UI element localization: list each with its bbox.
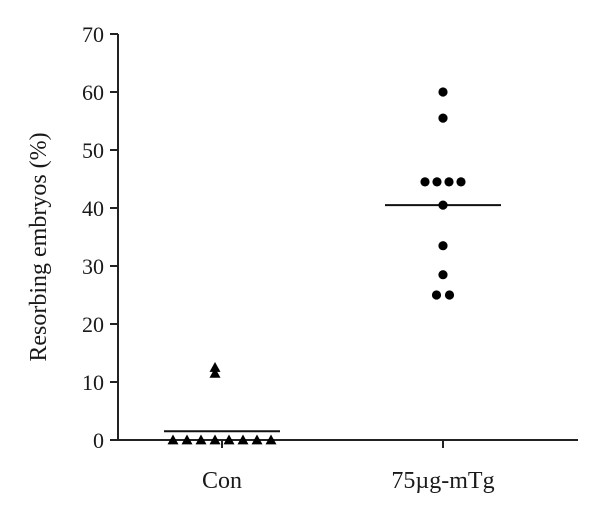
x-category-label: 75µg-mTg [391,468,494,494]
data-point-circle [444,177,454,187]
data-point-circle [420,177,430,187]
data-point-circle [456,177,466,187]
data-point-circle [432,177,442,187]
y-axis-label: Resorbing embryos (%) [26,132,52,361]
axes [117,34,578,441]
y-tick-label: 50 [82,138,104,163]
y-tick-label: 0 [93,428,104,453]
y-tick-label: 60 [82,80,104,105]
data-point-triangle [209,434,221,445]
data-point-triangle [265,434,277,445]
data-point-triangle [223,434,235,445]
data-point-circle [431,290,442,300]
mean-lines [164,204,501,433]
data-points [167,87,466,445]
data-point-triangle [209,362,221,372]
data-point-triangle [167,434,179,445]
data-point-triangle [209,367,221,378]
data-point-circle [438,87,448,97]
data-point-triangle [195,434,207,445]
y-tick-label: 70 [82,22,104,47]
data-point-circle [444,290,455,300]
x-categories: Con 75µg-mTg [202,440,495,494]
data-point-triangle [181,434,193,445]
data-point-triangle [251,434,263,445]
x-category-label: Con [202,468,242,494]
y-tick-label: 30 [82,254,104,279]
data-point-circle [438,241,448,251]
data-point-triangle [237,434,249,445]
data-point-circle [438,270,448,280]
data-point-circle [438,113,448,123]
y-ticks: 0 10 20 30 40 50 60 70 [82,22,118,453]
data-point-circle [438,200,448,210]
y-tick-label: 10 [82,370,104,395]
y-tick-label: 20 [82,312,104,337]
y-tick-label: 40 [82,196,104,221]
